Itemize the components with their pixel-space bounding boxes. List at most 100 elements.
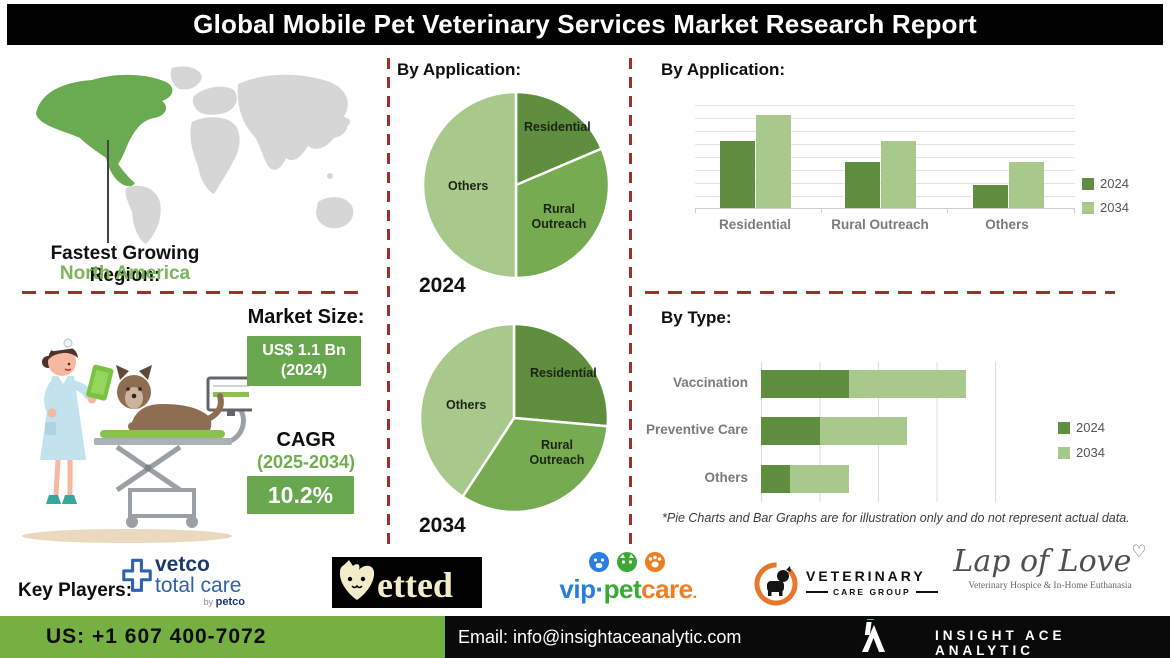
application-bar-chart-title: By Application: — [661, 60, 786, 79]
fastest-growing-region-value: North America — [59, 263, 191, 284]
vetco-cross-icon — [122, 558, 152, 592]
bar-2024-others — [761, 465, 791, 493]
legend-2024: 2024 — [1082, 176, 1129, 191]
dog-face-icon — [589, 552, 609, 572]
vetco-by-petco: by petco — [203, 596, 245, 608]
vip-petcare-logo: vip·petcare. — [559, 574, 697, 604]
map-greenland — [170, 66, 202, 90]
pie-chart-2034 — [418, 322, 610, 514]
type-bar-chart-title: By Type: — [661, 308, 732, 327]
legend2-2034: 2034 — [1058, 445, 1105, 460]
pie-slice-others — [418, 322, 516, 498]
divider-vertical-left — [387, 58, 390, 548]
divider-horizontal-left — [22, 291, 362, 294]
cat-face-icon — [617, 552, 637, 572]
bar-2024-preventive-care — [761, 417, 820, 445]
market-size-label: Market Size: — [247, 306, 365, 328]
cat-label-others: Others — [985, 217, 1029, 232]
key-players-label: Key Players: — [18, 580, 133, 601]
bar-2034-others — [1009, 162, 1044, 208]
map-pointer-line — [107, 140, 109, 243]
map-asia — [237, 74, 348, 170]
insight-ace-analytic-brand: INSIGHT ACE ANALYTIC — [935, 628, 1066, 658]
phone-number: US: +1 607 400-7072 — [46, 625, 267, 648]
type-bar-chart — [761, 362, 997, 502]
application-bar-chart — [695, 105, 1075, 208]
email-address: Email: info@insightaceanalytic.com — [458, 627, 742, 647]
veterinary-care-group-logo: VETERINARY CARE GROUP — [806, 568, 938, 597]
world-map — [36, 66, 354, 244]
pie1-label-residential: Residential — [524, 120, 591, 134]
legend-swatch-2024 — [1082, 177, 1094, 190]
divider-horizontal-right — [645, 291, 1115, 294]
x-axis — [695, 208, 1075, 209]
legend2-swatch-2034 — [1058, 446, 1070, 459]
bar-2034-rural-outreach — [881, 141, 916, 208]
pie2-label-others: Others — [446, 398, 487, 412]
pies-section-title: By Application: — [397, 60, 522, 79]
pie1-year: 2024 — [419, 274, 466, 297]
market-size-year: (2024) — [280, 362, 328, 379]
vetted-heart-v-icon — [339, 560, 375, 600]
bar-2024-others — [973, 185, 1008, 208]
lap-of-love-tagline: Veterinary Hospice & In-Home Euthanasia — [968, 581, 1132, 591]
legend-swatch-2034 — [1082, 201, 1094, 214]
bar-2024-rural-outreach — [845, 162, 880, 208]
vip-petcare-icons — [589, 552, 665, 572]
map-europe — [192, 86, 237, 115]
footer-email-block — [445, 616, 1170, 658]
clipboard-icon — [86, 364, 114, 401]
map-africa — [190, 117, 240, 194]
map-north-america — [36, 74, 173, 187]
cat-label-residential: Residential — [718, 217, 792, 232]
type-label-others: Others — [704, 470, 748, 485]
type-label-preventive-care: Preventive Care — [645, 422, 748, 437]
vetco-totalcare: total care — [155, 574, 242, 597]
pie-chart-2024 — [421, 90, 611, 280]
disclaimer-footnote: *Pie Charts and Bar Graphs are for illus… — [662, 511, 1130, 525]
pie-slice-residential — [512, 322, 610, 428]
vcg-wordmark: VETERINARY — [806, 568, 926, 584]
insight-ace-a-icon — [862, 619, 885, 652]
cagr-period: (2025-2034) — [256, 452, 356, 472]
cagr-label: CAGR — [276, 429, 336, 451]
vetted-logo: etted — [332, 557, 482, 608]
cagr-value-box: 10.2% — [247, 476, 354, 514]
vetco-logo: vetco total care by petco — [155, 553, 245, 608]
veterinary-care-group-icon — [754, 562, 798, 606]
legend-2034: 2034 — [1082, 200, 1129, 215]
heart-icon: ♡ — [1131, 542, 1147, 561]
legend2-swatch-2024 — [1058, 421, 1070, 434]
legend2-2024: 2024 — [1058, 420, 1105, 435]
svg-text:etted: etted — [377, 565, 453, 605]
cagr-value: 10.2% — [267, 481, 334, 508]
fastest-growing-region-label: Fastest Growing Region: — [50, 243, 200, 286]
pie2-label-rural-outreach: Rural Outreach — [529, 438, 585, 467]
bar-2034-others — [790, 465, 849, 493]
bar-2034-preventive-care — [819, 417, 908, 445]
bar-2034-residential — [756, 115, 791, 208]
type-label-vaccination: Vaccination — [672, 375, 748, 390]
pie1-label-others: Others — [448, 179, 489, 193]
vcg-care-group: CARE GROUP — [833, 587, 911, 597]
divider-vertical-right — [629, 58, 632, 548]
page-title: Global Mobile Pet Veterinary Services Ma… — [193, 9, 977, 39]
vetco-wordmark: vetco — [155, 553, 210, 576]
veterinarian-illustration — [22, 338, 252, 543]
pie2-label-residential: Residential — [530, 366, 597, 380]
lap-of-love-logo: Lap of Love♡ Veterinary Hospice & In-Hom… — [950, 542, 1150, 591]
market-size-value: US$ 1.1 Bn — [262, 342, 346, 359]
pie-slice-residential — [514, 90, 603, 187]
pie2-year: 2034 — [419, 514, 466, 537]
cat-label-rural-outreach: Rural Outreach — [831, 217, 929, 232]
pie-slice-others — [421, 90, 518, 280]
map-south-america — [125, 185, 161, 244]
bar-2024-residential — [720, 141, 755, 208]
lap-of-love-script: Lap of Love — [953, 544, 1132, 579]
pie1-label-rural-outreach: Rural Outreach — [531, 202, 587, 231]
title-banner: Global Mobile Pet Veterinary Services Ma… — [7, 4, 1163, 45]
map-australia — [316, 197, 354, 229]
footer-phone-block — [0, 616, 445, 658]
market-size-value-box: US$ 1.1 Bn (2024) — [247, 336, 361, 386]
